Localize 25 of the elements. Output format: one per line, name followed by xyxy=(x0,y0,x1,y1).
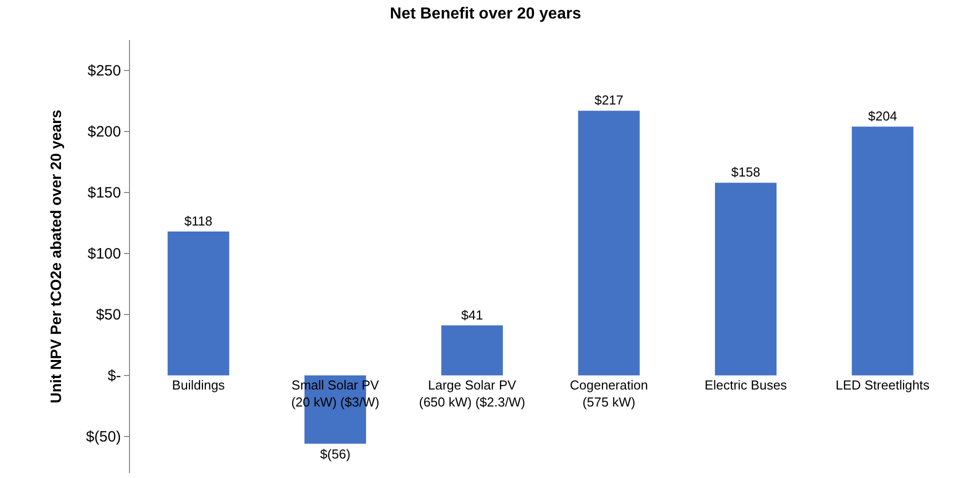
data-label: $41 xyxy=(461,307,483,322)
data-label: $118 xyxy=(184,214,212,228)
y-tick-label: $200 xyxy=(88,124,121,141)
data-label: $158 xyxy=(731,164,760,180)
y-tick-label: $100 xyxy=(88,246,121,263)
x-tick-label: Cogeneration (575 kW) xyxy=(570,377,648,410)
y-tick-label: $150 xyxy=(88,184,121,202)
bar xyxy=(168,232,230,376)
x-tick-label: Buildings xyxy=(172,377,226,392)
x-tick-label: Electric Buses xyxy=(704,377,788,392)
data-label: $217 xyxy=(594,92,624,108)
y-tick-label: $250 xyxy=(88,62,121,80)
y-axis-title: Unit NPV Per tCO2e abated over 20 years xyxy=(48,110,66,404)
bar xyxy=(714,182,777,376)
x-tick-label: LED Streetlights xyxy=(836,377,930,392)
data-label: $(56) xyxy=(320,446,350,462)
data-label: $204 xyxy=(868,108,898,124)
chart-title: Net Benefit over 20 years xyxy=(390,5,582,22)
x-tick-label: Large Solar PV (650 kW) ($2.3/W) xyxy=(418,377,526,410)
bar xyxy=(441,325,503,376)
y-tick-label: $- xyxy=(108,368,121,385)
y-tick-label: $(50) xyxy=(86,428,121,446)
bar xyxy=(852,126,914,376)
y-tick-label: $50 xyxy=(96,306,121,324)
bar xyxy=(578,110,640,376)
